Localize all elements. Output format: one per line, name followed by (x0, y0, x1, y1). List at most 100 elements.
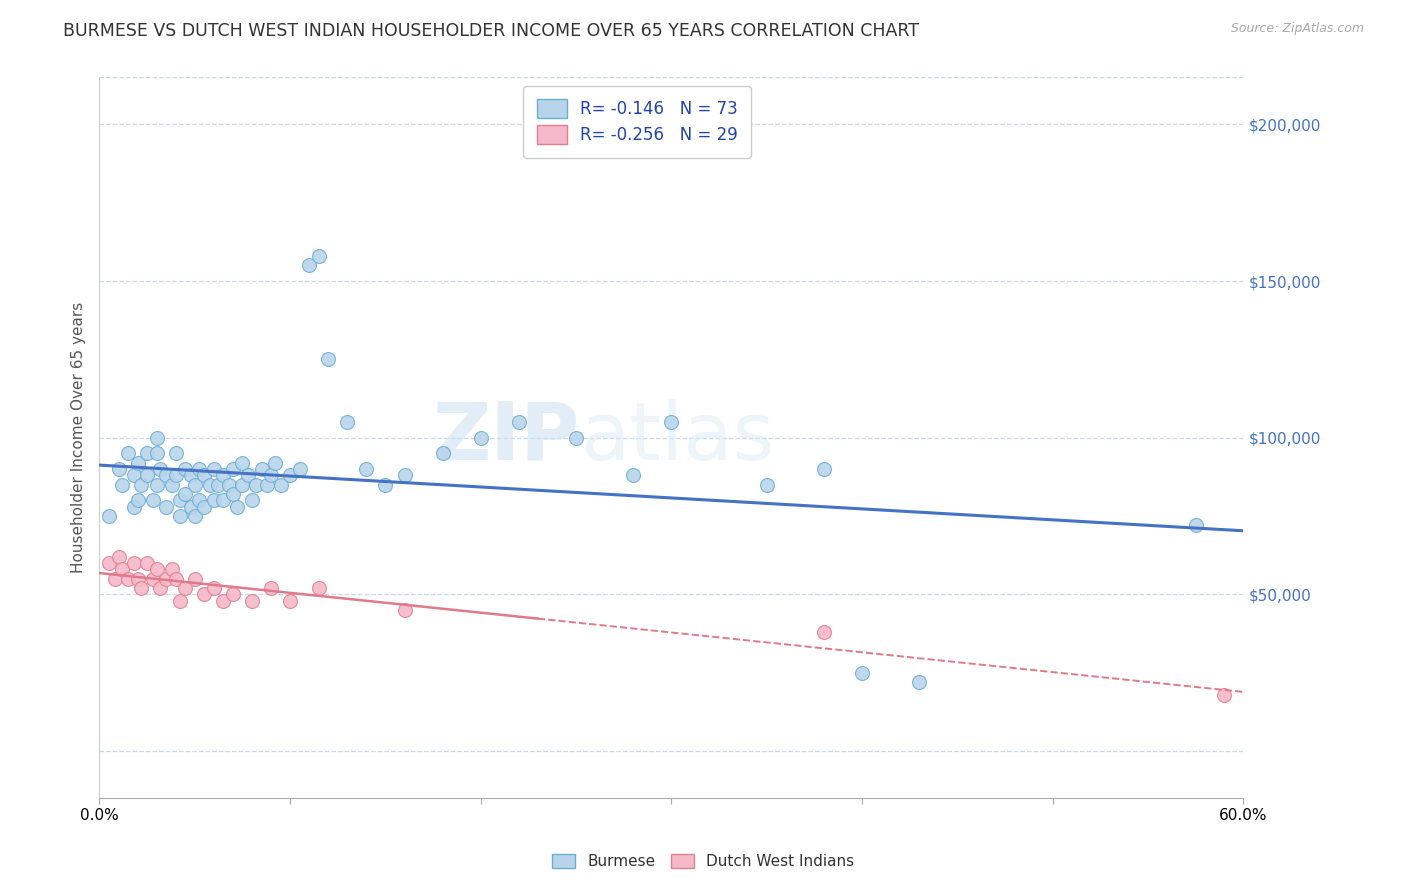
Legend: Burmese, Dutch West Indians: Burmese, Dutch West Indians (546, 848, 860, 875)
Text: atlas: atlas (579, 399, 775, 476)
Point (813, 625, 835, 640)
Point (1184, 518, 1206, 533)
Point (263, 456, 285, 470)
Point (202, 581, 225, 595)
Point (111, 477, 134, 491)
Point (155, 500, 177, 514)
Point (288, 462, 311, 476)
Point (169, 509, 191, 524)
Point (278, 468, 301, 483)
Point (225, 500, 247, 514)
Point (184, 477, 207, 491)
Point (165, 468, 187, 483)
Point (256, 477, 278, 491)
Point (142, 493, 165, 508)
Point (127, 493, 149, 508)
Point (145, 562, 167, 576)
Point (98, 556, 121, 570)
Point (187, 462, 209, 476)
Point (149, 462, 172, 476)
Point (193, 587, 215, 601)
Point (755, 477, 778, 491)
Point (394, 603, 416, 617)
Point (202, 493, 225, 508)
Point (661, 415, 683, 429)
Point (180, 500, 202, 514)
Point (155, 468, 177, 483)
Point (270, 477, 292, 491)
Point (240, 593, 263, 607)
Point (122, 500, 145, 514)
Point (207, 477, 229, 491)
Point (145, 431, 167, 445)
Point (127, 572, 149, 586)
Point (174, 487, 197, 501)
Text: Source: ZipAtlas.com: Source: ZipAtlas.com (1230, 22, 1364, 36)
Point (1213, 688, 1236, 702)
Legend: R= -0.146   N = 73, R= -0.256   N = 29: R= -0.146 N = 73, R= -0.256 N = 29 (523, 86, 751, 158)
Point (231, 477, 253, 491)
Point (122, 468, 145, 483)
Point (260, 468, 283, 483)
Point (98, 509, 121, 524)
Point (198, 477, 221, 491)
Point (851, 665, 873, 680)
Point (145, 477, 167, 491)
Text: ZIP: ZIP (433, 399, 579, 476)
Point (111, 562, 134, 576)
Point (212, 593, 235, 607)
Point (169, 593, 191, 607)
Point (202, 462, 225, 476)
Point (222, 487, 245, 501)
Point (336, 415, 359, 429)
Point (222, 462, 245, 476)
Point (813, 462, 835, 476)
Point (155, 572, 177, 586)
Point (160, 477, 183, 491)
Y-axis label: Householder Income Over 65 years: Householder Income Over 65 years (72, 302, 86, 574)
Point (298, 259, 321, 273)
Text: BURMESE VS DUTCH WEST INDIAN HOUSEHOLDER INCOME OVER 65 YEARS CORRELATION CHART: BURMESE VS DUTCH WEST INDIAN HOUSEHOLDER… (63, 22, 920, 40)
Point (236, 468, 259, 483)
Point (374, 477, 396, 491)
Point (212, 493, 235, 508)
Point (107, 549, 129, 564)
Point (165, 572, 187, 586)
Point (193, 468, 215, 483)
Point (394, 468, 416, 483)
Point (184, 572, 207, 586)
Point (908, 675, 931, 690)
Point (308, 581, 330, 595)
Point (212, 468, 235, 483)
Point (136, 556, 159, 570)
Point (136, 446, 159, 460)
Point (104, 572, 127, 586)
Point (565, 431, 588, 445)
Point (184, 509, 207, 524)
Point (127, 456, 149, 470)
Point (117, 446, 139, 460)
Point (149, 581, 172, 595)
Point (193, 500, 215, 514)
Point (136, 468, 159, 483)
Point (122, 556, 145, 570)
Point (316, 352, 339, 367)
Point (187, 493, 209, 508)
Point (278, 593, 301, 607)
Point (231, 456, 253, 470)
Point (356, 462, 378, 476)
Point (180, 468, 202, 483)
Point (142, 572, 165, 586)
Point (222, 587, 245, 601)
Point (174, 462, 197, 476)
Point (260, 581, 283, 595)
Point (145, 446, 167, 460)
Point (508, 415, 530, 429)
Point (131, 581, 153, 595)
Point (218, 477, 240, 491)
Point (245, 477, 267, 491)
Point (169, 493, 191, 508)
Point (174, 581, 197, 595)
Point (240, 493, 263, 508)
Point (107, 462, 129, 476)
